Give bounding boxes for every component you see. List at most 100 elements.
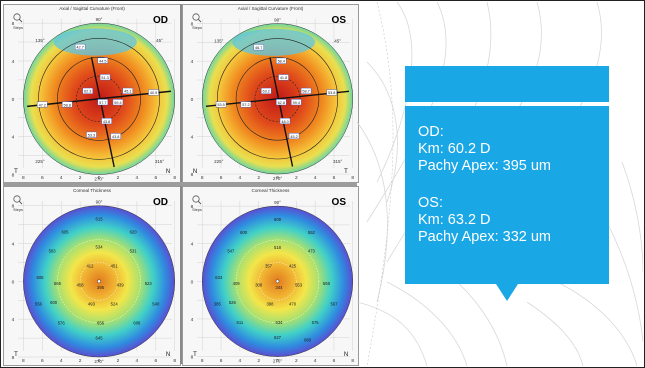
angle-label: 90° xyxy=(96,200,103,205)
eye-label-od: OD xyxy=(153,15,168,26)
curvature-value: 43.8 xyxy=(112,135,119,139)
curvature-value-box xyxy=(291,99,302,106)
thickness-value: 470 xyxy=(289,301,297,306)
axis-tick-label: 8 xyxy=(12,21,15,27)
axis-tick-label: 8 xyxy=(12,172,15,178)
axis-tick-label: 6 xyxy=(154,175,157,181)
thickness-value: 553 xyxy=(295,283,303,288)
thickness-value: 425 xyxy=(289,264,297,269)
od-km: Km: 60.2 D xyxy=(418,141,491,157)
axis-line xyxy=(27,90,172,108)
axis-tick-label: 0 xyxy=(191,97,194,103)
panel-title: Axial / Sagittal Curvature (Front) xyxy=(59,6,125,11)
axis-tick-label: 0 xyxy=(191,279,194,285)
curvature-value-box xyxy=(261,87,272,94)
axis-tick-label: 2 xyxy=(117,358,120,364)
curvature-value: 48.0 xyxy=(281,120,288,124)
thickness-value: 605 xyxy=(61,230,69,235)
magnifier-icon[interactable] xyxy=(192,195,202,205)
angle-label: 270° xyxy=(273,359,283,364)
curvature-value-box xyxy=(122,87,133,94)
axis-tick-label: 4 xyxy=(12,242,15,248)
side-label-left: T xyxy=(193,352,197,358)
thickness-value: 451 xyxy=(111,264,119,269)
curvature-value-box xyxy=(276,57,287,64)
axis-tick-label: 0 xyxy=(276,175,279,181)
axis-tick-label: 0 xyxy=(276,358,279,364)
magnifier-icon[interactable] xyxy=(13,13,23,23)
thickness-value: 583 xyxy=(49,248,57,253)
axis-tick-label: 4 xyxy=(12,135,15,141)
thickness-value: 473 xyxy=(308,249,316,254)
magnifier-icon[interactable] xyxy=(13,195,23,205)
thickness-value: 357 xyxy=(265,264,273,269)
top-band xyxy=(53,28,137,56)
panel-title: Corneal Thickness xyxy=(73,188,111,193)
angle-label: 270° xyxy=(94,359,104,364)
angle-label: 270° xyxy=(273,176,283,181)
axis-tick-label: 8 xyxy=(173,358,176,364)
horizontal-divider xyxy=(3,182,357,186)
curvature-value-box xyxy=(278,74,289,81)
curvature-value-box xyxy=(300,87,312,94)
thickness-value: 565 xyxy=(54,281,62,286)
curvature-value: 59.4 xyxy=(293,101,300,105)
eye-label-os: OS xyxy=(331,197,346,208)
axis-tick-label: 0 xyxy=(12,97,15,103)
curvature-value: 53.8 xyxy=(328,91,335,95)
magnifier-icon[interactable] xyxy=(192,13,202,23)
curvature-value-box xyxy=(148,89,159,96)
curvature-value: 44.5 xyxy=(99,59,106,63)
curvature-value: 45.1 xyxy=(124,90,131,94)
thickness-value: 439 xyxy=(117,283,125,288)
axis-tick-label: 8 xyxy=(12,204,15,210)
thickness-value: 385 xyxy=(214,301,222,306)
axis-tick-label: 4 xyxy=(191,134,194,140)
curvature-value: 59.4 xyxy=(114,101,121,105)
axis-tick-label: 6 xyxy=(333,175,336,181)
axis-tick-label: 4 xyxy=(239,175,242,181)
thickness-value: 608 xyxy=(133,320,141,325)
axis-line xyxy=(205,90,350,108)
axis-tick-label: 2 xyxy=(79,358,82,364)
thickness-value: 531 xyxy=(130,248,138,253)
thickness-value: 627 xyxy=(274,335,282,340)
thickness-value: 600 xyxy=(240,230,248,235)
curvature-value-box xyxy=(99,74,111,81)
curvature-value: 41.8 xyxy=(280,76,287,80)
curvature-value-box xyxy=(97,57,109,64)
angle-label: 135° xyxy=(35,38,45,43)
callout-pointer xyxy=(496,284,518,301)
axis-tick-label: 0 xyxy=(98,175,101,181)
curvature-value-box xyxy=(326,89,337,96)
axis-tick-label: 4 xyxy=(12,59,15,65)
curvature-value-box xyxy=(101,118,112,125)
angle-label: 315° xyxy=(333,159,343,164)
curvature-map-os: 90° 270° 135° 45° 225° 315° 8 6 4 2 0 2 4 6 8 8 4 0 4 8 N T St… xyxy=(182,4,359,183)
thickness-value: 412 xyxy=(86,264,94,269)
curvature-value-box xyxy=(86,131,97,138)
curvature-value: 57.7 xyxy=(99,101,106,105)
axis-tick-label: 8 xyxy=(351,175,354,181)
axis-tick-label: 4 xyxy=(12,317,15,323)
side-label-left: T xyxy=(14,352,18,358)
curvature-value: 42.7 xyxy=(76,46,83,50)
thickness-map-os: 90° 270° 8 6 4 2 0 2 4 6 8 8 4 0 4 8 T N Steps 609 552 600 547… xyxy=(182,186,359,366)
axis-tick-label: 4 xyxy=(191,242,194,248)
curvature-value-box xyxy=(253,44,264,51)
thickness-value: 526 xyxy=(229,300,237,305)
axis-tick-label: 8 xyxy=(12,355,15,361)
eye-label-od: OD xyxy=(153,197,168,208)
thickness-value: 605 xyxy=(37,275,45,280)
angle-label: 315° xyxy=(155,159,165,164)
curvature-value: 63.2 xyxy=(263,90,270,94)
thickness-value: 656 xyxy=(97,320,105,325)
angle-label: 90° xyxy=(96,17,103,22)
eye-label-os: OS xyxy=(331,15,346,26)
thickness-value: 552 xyxy=(308,230,316,235)
thickness-value: 611 xyxy=(237,320,244,325)
axis-tick-label: 6 xyxy=(220,358,223,364)
axis-tick-label: 8 xyxy=(191,355,194,361)
axis-line xyxy=(269,57,294,167)
thickness-value: 633 xyxy=(215,275,223,280)
